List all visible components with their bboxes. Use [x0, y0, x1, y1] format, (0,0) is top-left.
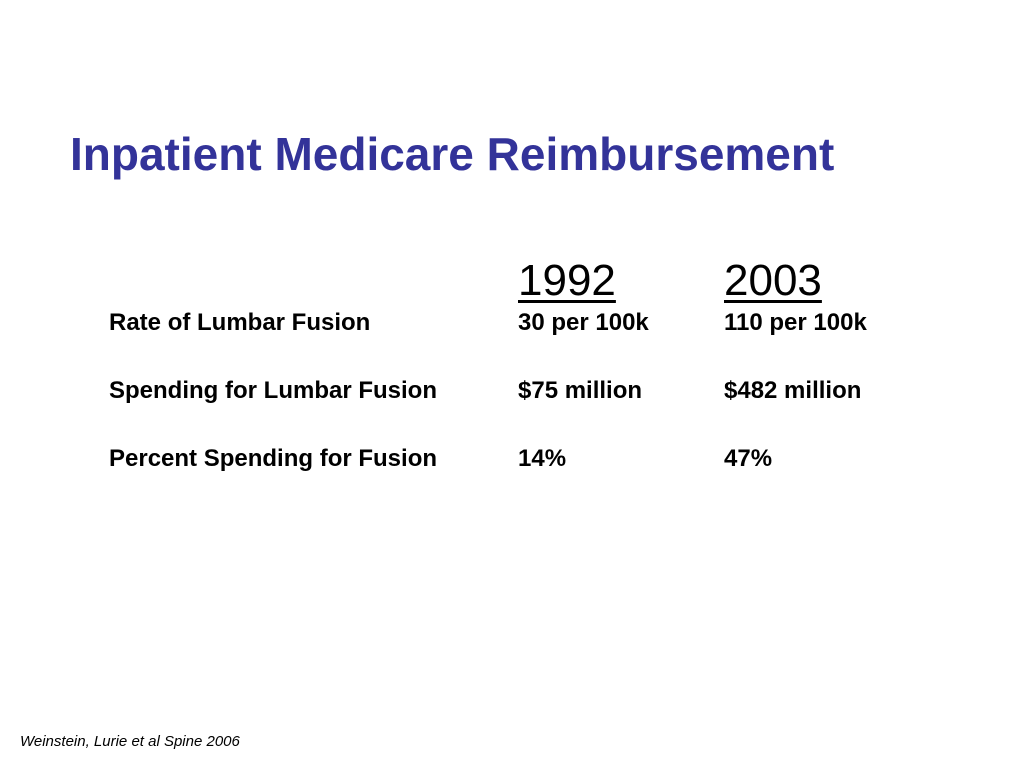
row-spacer — [109, 408, 924, 442]
cell-rate-1992: 30 per 100k — [518, 309, 649, 336]
slide-title: Inpatient Medicare Reimbursement — [70, 128, 835, 180]
table-header-row: 1992 2003 — [109, 248, 924, 306]
row-label-percent: Percent Spending for Fusion — [109, 445, 438, 472]
reimbursement-table: 1992 2003 Rate of Lumbar Fusion 30 per 1… — [109, 248, 924, 476]
table-row: Percent Spending for Fusion 14% 47% — [109, 442, 924, 476]
cell-spending-1992: $75 million — [518, 377, 643, 404]
header-1992-label: 1992 — [518, 256, 616, 305]
row-spacer — [109, 340, 924, 374]
header-empty-cell — [109, 248, 518, 306]
table-row: Rate of Lumbar Fusion 30 per 100k 110 pe… — [109, 306, 924, 340]
table-row: Spending for Lumbar Fusion $75 million $… — [109, 374, 924, 408]
cell-percent-2003: 47% — [724, 445, 773, 472]
cell-rate-2003: 110 per 100k — [724, 309, 867, 336]
header-2003-label: 2003 — [724, 256, 822, 305]
cell-percent-1992: 14% — [518, 445, 567, 472]
row-label-spending: Spending for Lumbar Fusion — [109, 377, 437, 404]
header-1992: 1992 — [518, 248, 724, 306]
row-label-rate: Rate of Lumbar Fusion — [109, 309, 371, 336]
cell-spending-2003: $482 million — [724, 377, 862, 404]
citation: Weinstein, Lurie et al Spine 2006 — [20, 733, 240, 750]
header-2003: 2003 — [724, 248, 924, 306]
